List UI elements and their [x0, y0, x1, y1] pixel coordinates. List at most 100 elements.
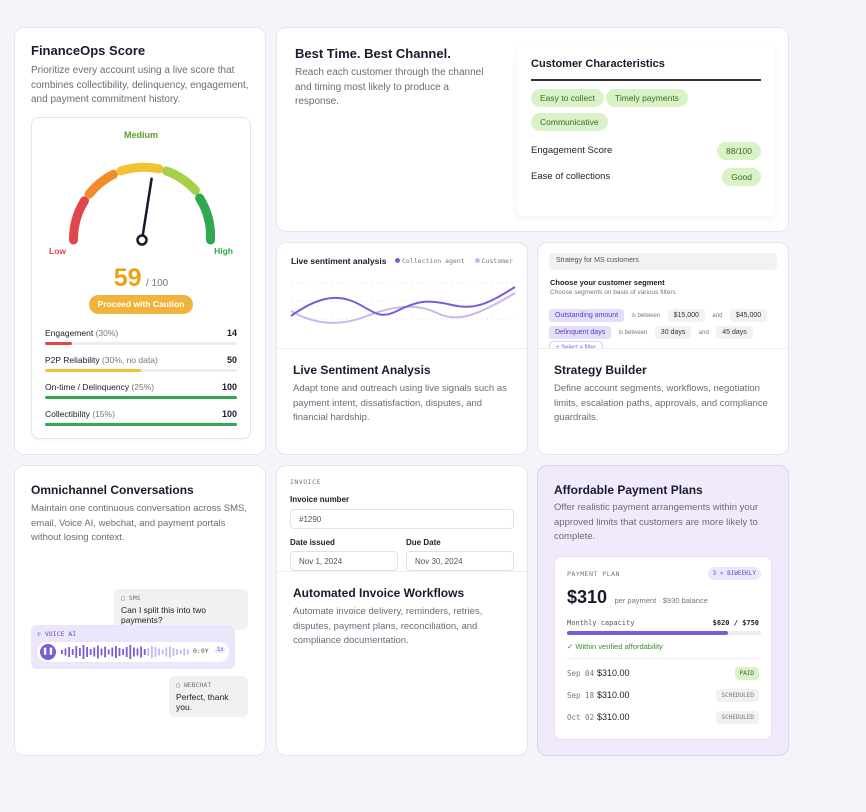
filter-to-value[interactable]: 45 days [716, 326, 753, 339]
sentiment-wave-chart [290, 282, 516, 324]
due-date-field[interactable]: Nov 30, 2024 [406, 551, 514, 571]
gauge-high-label: High [214, 246, 233, 256]
segment-subtitle: Choose segments on basis of various filt… [550, 289, 676, 296]
schedule-amount: $310.00 [597, 712, 630, 722]
live-sentiment-card: Live sentiment analysis Collection agent… [276, 242, 528, 455]
webchat-text: Perfect, thank you. [176, 692, 229, 712]
gauge-segment-lightgreen [162, 166, 200, 195]
omnichannel-title: Omnichannel Conversations [31, 483, 194, 497]
best-time-title: Best Time. Best Channel. [295, 46, 451, 61]
tag-timely-payments: Timely payments [606, 89, 688, 107]
waveform-bar [122, 649, 124, 655]
best-time-card: Best Time. Best Channel. Reach each cust… [276, 27, 789, 232]
legend-dot-customer [474, 258, 480, 263]
webchat-message: ▢ WEBCHAT Perfect, thank you. [169, 676, 248, 717]
audio-waveform [61, 645, 189, 659]
sms-icon: ▢ [121, 594, 125, 602]
schedule-status-badge: SCHEDULED [716, 711, 759, 724]
waveform-bar [115, 646, 117, 658]
engagement-score-label: Engagement Score [531, 145, 613, 156]
waveform-bar [89, 649, 92, 655]
sms-message: ▢ SMS Can I split this into two payments… [114, 589, 248, 630]
waveform-bar [111, 647, 114, 657]
gauge-segment-red [68, 196, 89, 245]
schedule-amount: $310.00 [597, 690, 630, 700]
strategy-title: Strategy Builder [554, 363, 647, 377]
waveform-bar [147, 648, 150, 656]
segment-title: Choose your customer segment [550, 278, 665, 287]
filter-row-delinquent: Delinquent days is between 30 days and 4… [549, 321, 753, 339]
schedule-divider [567, 658, 759, 659]
schedule-amount: $310.00 [597, 668, 630, 678]
filter-field-outstanding[interactable]: Outstanding amount [549, 309, 625, 322]
metric-label: Engagement (30%) [45, 328, 119, 338]
invoice-tag: INVOICE [290, 478, 321, 486]
financeops-score-card: FinanceOps Score Prioritize every accoun… [14, 27, 266, 455]
metric-label: P2P Reliability (30%, no data) [45, 355, 158, 365]
verified-text: Within verified affordability [575, 642, 663, 651]
legend-dot-agent [395, 258, 400, 263]
waveform-bar [61, 650, 63, 654]
waveform-bar [169, 646, 171, 658]
capacity-label: Monthly capacity [567, 619, 635, 627]
metric-value: 100 [221, 382, 237, 392]
waveform-bar [64, 648, 67, 656]
score-gauge [68, 162, 216, 246]
gauge-segment-orange [84, 169, 118, 199]
metric-label: On-time / Delinquency (25%) [45, 382, 155, 392]
gauge-segment-yellow [116, 162, 164, 176]
metric-value: 50 [226, 355, 237, 365]
ease-of-collections-value: Good [722, 168, 761, 186]
capacity-value: $620 / $750 [712, 619, 759, 627]
plans-desc: Offer realistic payment arrangements wit… [554, 502, 759, 542]
webchat-tag: ▢ WEBCHAT [176, 681, 212, 689]
waveform-bar [133, 647, 135, 657]
gauge-pivot [136, 234, 148, 246]
filter-to-value[interactable]: $45,000 [729, 309, 768, 322]
waveform-bar [161, 649, 164, 655]
waveform-bar [143, 649, 146, 655]
filter-from-value[interactable]: 30 days [654, 326, 692, 339]
payment-plans-card: Affordable Payment Plans Offer realistic… [537, 465, 789, 756]
play-pause-button[interactable]: ❚❚ [40, 644, 56, 660]
waveform-bar [118, 648, 121, 656]
playback-speed[interactable]: 1x [215, 647, 226, 653]
gauge-low-label: Low [49, 246, 66, 256]
legend-customer-label: Customer [481, 257, 513, 265]
schedule-date: Sep 18 [567, 691, 595, 700]
strategy-builder-card: Strategy for MS customers Choose your cu… [537, 242, 789, 455]
filter-and: and [698, 330, 709, 336]
metric-bar-fill [45, 369, 141, 372]
score-value: 59 [113, 264, 142, 292]
plan-frequency-badge: 3 × BIWEEKLY [707, 567, 761, 580]
characteristics-title: Customer Characteristics [531, 58, 665, 70]
invoice-desc: Automate invoice delivery, reminders, re… [293, 606, 483, 646]
waveform-bar [151, 646, 153, 658]
invoice-number-field[interactable]: #1290 [290, 509, 514, 529]
date-issued-label: Date issued [290, 538, 335, 547]
date-issued-field[interactable]: Nov 1, 2024 [290, 551, 398, 571]
schedule-date: Sep 04 [567, 669, 595, 678]
financeops-title: FinanceOps Score [31, 43, 146, 58]
customer-characteristics-panel: Customer Characteristics Easy to collect… [517, 46, 775, 216]
invoice-card: INVOICE Invoice number #1290 Date issued… [276, 465, 528, 756]
filter-op: is between [631, 313, 661, 319]
add-filter-button[interactable]: + Select a filter [549, 341, 603, 348]
financeops-desc: Prioritize every account using a live sc… [31, 65, 249, 105]
waveform-bar [172, 648, 175, 656]
engagement-score-value: 88/100 [717, 142, 761, 160]
waveform-bar [165, 647, 168, 657]
filter-and: and [712, 313, 723, 319]
schedule-row: Sep 18 $310.00 SCHEDULED [567, 687, 759, 707]
metric-bar-fill [45, 396, 237, 399]
filter-field-delinquent[interactable]: Delinquent days [549, 326, 612, 339]
waveform-bar [187, 649, 189, 655]
plan-label: PAYMENT PLAN [567, 570, 620, 578]
filter-from-value[interactable]: $15,000 [667, 309, 705, 322]
sentiment-chart-area: Live sentiment analysis Collection agent… [277, 243, 527, 349]
sms-tag: ▢ SMS [121, 594, 141, 602]
omnichannel-desc: Maintain one continuous conversation acr… [31, 503, 247, 543]
schedule-row: Sep 04 $310.00 PAID [567, 665, 759, 685]
gauge-level-label: Medium [123, 130, 158, 140]
invoice-number-label: Invoice number [290, 495, 350, 504]
